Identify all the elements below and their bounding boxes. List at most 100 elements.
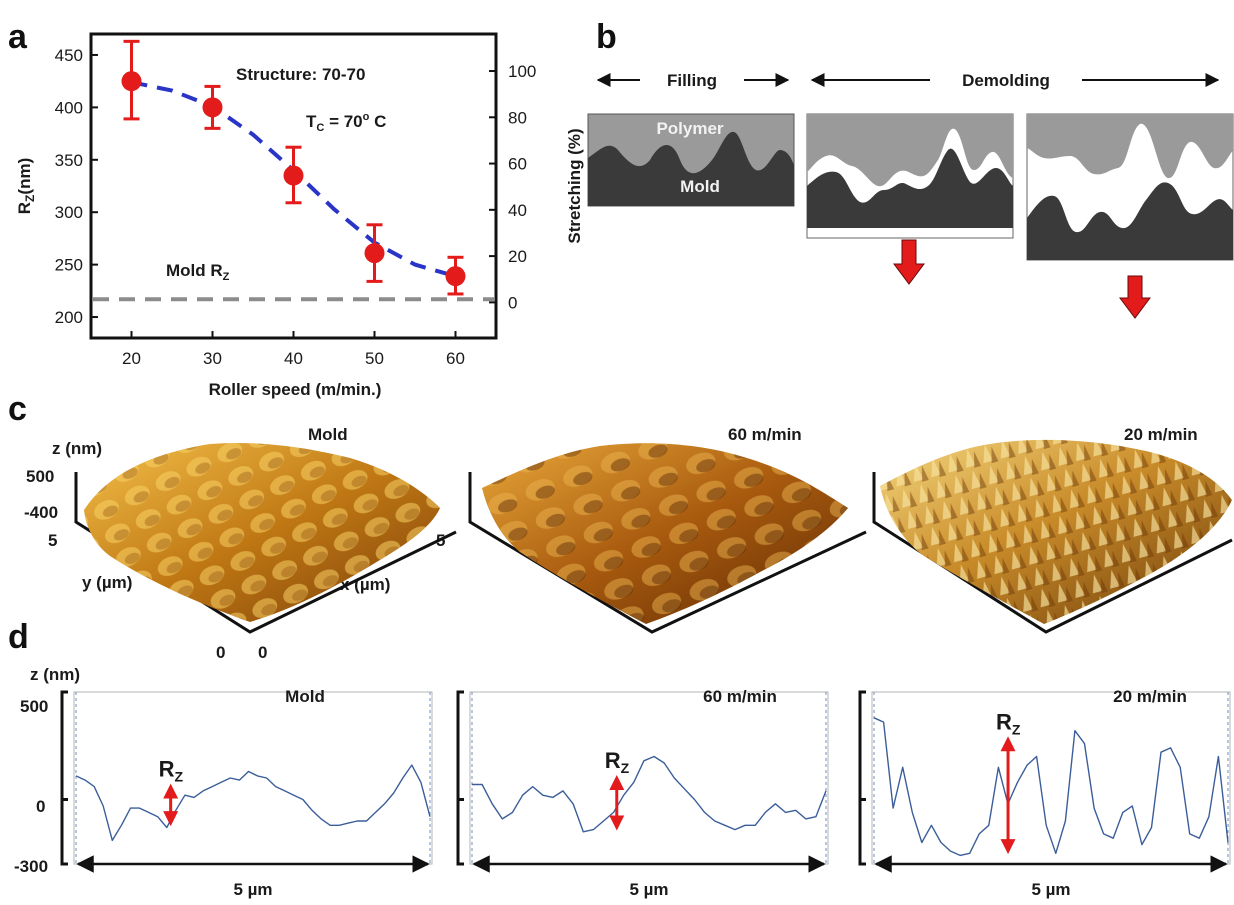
demold-arrow-1 [893, 239, 925, 285]
x-tick-label: 20 [122, 349, 141, 368]
rz-main: R [605, 748, 621, 773]
y-left-sub: Z [23, 195, 37, 202]
c-y-max: 5 [48, 531, 57, 550]
surface-20: 20 m/min [872, 425, 1233, 634]
mold-rz-sub: Z [223, 271, 230, 283]
profile-line [472, 755, 827, 833]
demolding-box-2 [1026, 113, 1234, 261]
y-left-tick-label: 350 [55, 151, 83, 170]
y-axis-label-right: Stretching (%) [565, 128, 584, 243]
y-right-tick-label: 100 [508, 62, 536, 81]
y-right-tick-label: 0 [508, 293, 517, 312]
mold-label: Mold [680, 177, 720, 196]
span-label: 5 µm [1031, 880, 1070, 899]
demolding-label: Demolding [962, 71, 1050, 90]
y-ticks-right: 0 20 40 60 80 100 [489, 62, 536, 312]
y-right-tick-label: 40 [508, 201, 527, 220]
y-right-tick-label: 80 [508, 108, 527, 127]
d-ytick-500: 500 [20, 697, 48, 716]
demolding-box-1 [806, 113, 1014, 239]
x-tick-label: 30 [203, 349, 222, 368]
c-title-60: 60 m/min [728, 425, 802, 444]
d-ytick-0: 0 [36, 797, 45, 816]
data-point [445, 255, 466, 296]
y-left-tick-label: 250 [55, 256, 83, 275]
c-title-20: 20 m/min [1124, 425, 1198, 444]
c-z-bottom: -400 [24, 503, 58, 522]
structure-annotation: Structure: 70-70 [236, 65, 365, 84]
y-left-tick-label: 400 [55, 98, 83, 117]
c-z-top: 500 [26, 467, 54, 486]
filling-box: Polymer Mold [587, 113, 795, 207]
mold-rz-annotation: Mold RZ [166, 261, 230, 283]
point-marker [121, 71, 142, 92]
x-tick-label: 40 [284, 349, 303, 368]
data-point [364, 223, 385, 283]
rz-label: RZ [159, 757, 184, 785]
rz-sub: Z [175, 769, 184, 785]
panel-label-c: c [8, 390, 27, 428]
profile-box: Mold RZ 5 µm [60, 687, 433, 899]
rz-sub: Z [621, 760, 630, 776]
tc-annotation: TC = 70o C [306, 111, 386, 134]
profile-box: 60 m/min RZ 5 µm [456, 687, 829, 899]
panel-c-3d-maps: z (nm) 500 -400 5 y (µm) 0 0 x (µm) 5 Mo… [24, 425, 1233, 662]
c-z-label: z (nm) [52, 439, 102, 458]
data-point [121, 39, 142, 121]
profile-axis [858, 690, 866, 866]
y-ticks-left: 200 250 300 350 400 450 [55, 46, 98, 327]
point-marker [283, 165, 304, 186]
profile-frame [73, 691, 433, 865]
point-marker [445, 266, 466, 287]
rz-main: R [159, 757, 175, 782]
c-x-label: x (µm) [340, 575, 390, 594]
d-ytick-neg300: -300 [14, 857, 48, 876]
data-point [283, 145, 304, 205]
tc-sup: o [363, 111, 370, 123]
panel-b-schematic: Filling Demolding Polymer Mold [587, 71, 1234, 319]
y-left-tick-label: 300 [55, 203, 83, 222]
c-y-label: y (µm) [82, 573, 132, 592]
tc-end: C [369, 112, 386, 131]
tc-main: T [306, 112, 317, 131]
profile-title: Mold [285, 687, 325, 706]
span-label: 5 µm [233, 880, 272, 899]
tc-sub: C [316, 122, 324, 134]
filling-label: Filling [667, 71, 717, 90]
panel-label-d: d [8, 618, 29, 656]
rz-main: R [996, 709, 1012, 734]
y-axis-label-left: RZ(nm) [15, 158, 37, 214]
x-ticks: 20 30 40 50 60 [122, 331, 465, 368]
demold-arrow-2 [1119, 275, 1151, 319]
x-tick-label: 60 [446, 349, 465, 368]
c-title-mold: Mold [308, 425, 348, 444]
surface-mold: Mold [74, 425, 457, 634]
profile-box: 20 m/min RZ 5 µm [858, 687, 1231, 899]
profile-title: 20 m/min [1113, 687, 1187, 706]
y-left-tick-label: 450 [55, 46, 83, 65]
rz-label: RZ [996, 709, 1021, 737]
data-point [202, 84, 223, 130]
profile-line [75, 764, 431, 842]
surface-60: 60 m/min [468, 425, 867, 634]
profile-axis [456, 690, 464, 866]
profile-title: 60 m/min [703, 687, 777, 706]
data-points [121, 39, 466, 296]
y-left-unit: (nm) [15, 158, 34, 195]
mold-rz-main: Mold R [166, 261, 223, 280]
span-label: 5 µm [629, 880, 668, 899]
panel-a-chart: 20 30 40 50 60 200 250 300 350 400 450 0 20 40 60 80 1… [15, 32, 584, 399]
c-origin-y: 0 [216, 643, 225, 662]
d-z-label: z (nm) [30, 665, 80, 684]
profile-axis [60, 690, 68, 866]
point-marker [364, 243, 385, 264]
x-axis-label: Roller speed (m/min.) [209, 380, 382, 399]
rz-sub: Z [1012, 721, 1021, 737]
x-tick-label: 50 [365, 349, 384, 368]
profile-frame [871, 691, 1231, 865]
polymer-label: Polymer [656, 119, 723, 138]
y-right-tick-label: 20 [508, 247, 527, 266]
